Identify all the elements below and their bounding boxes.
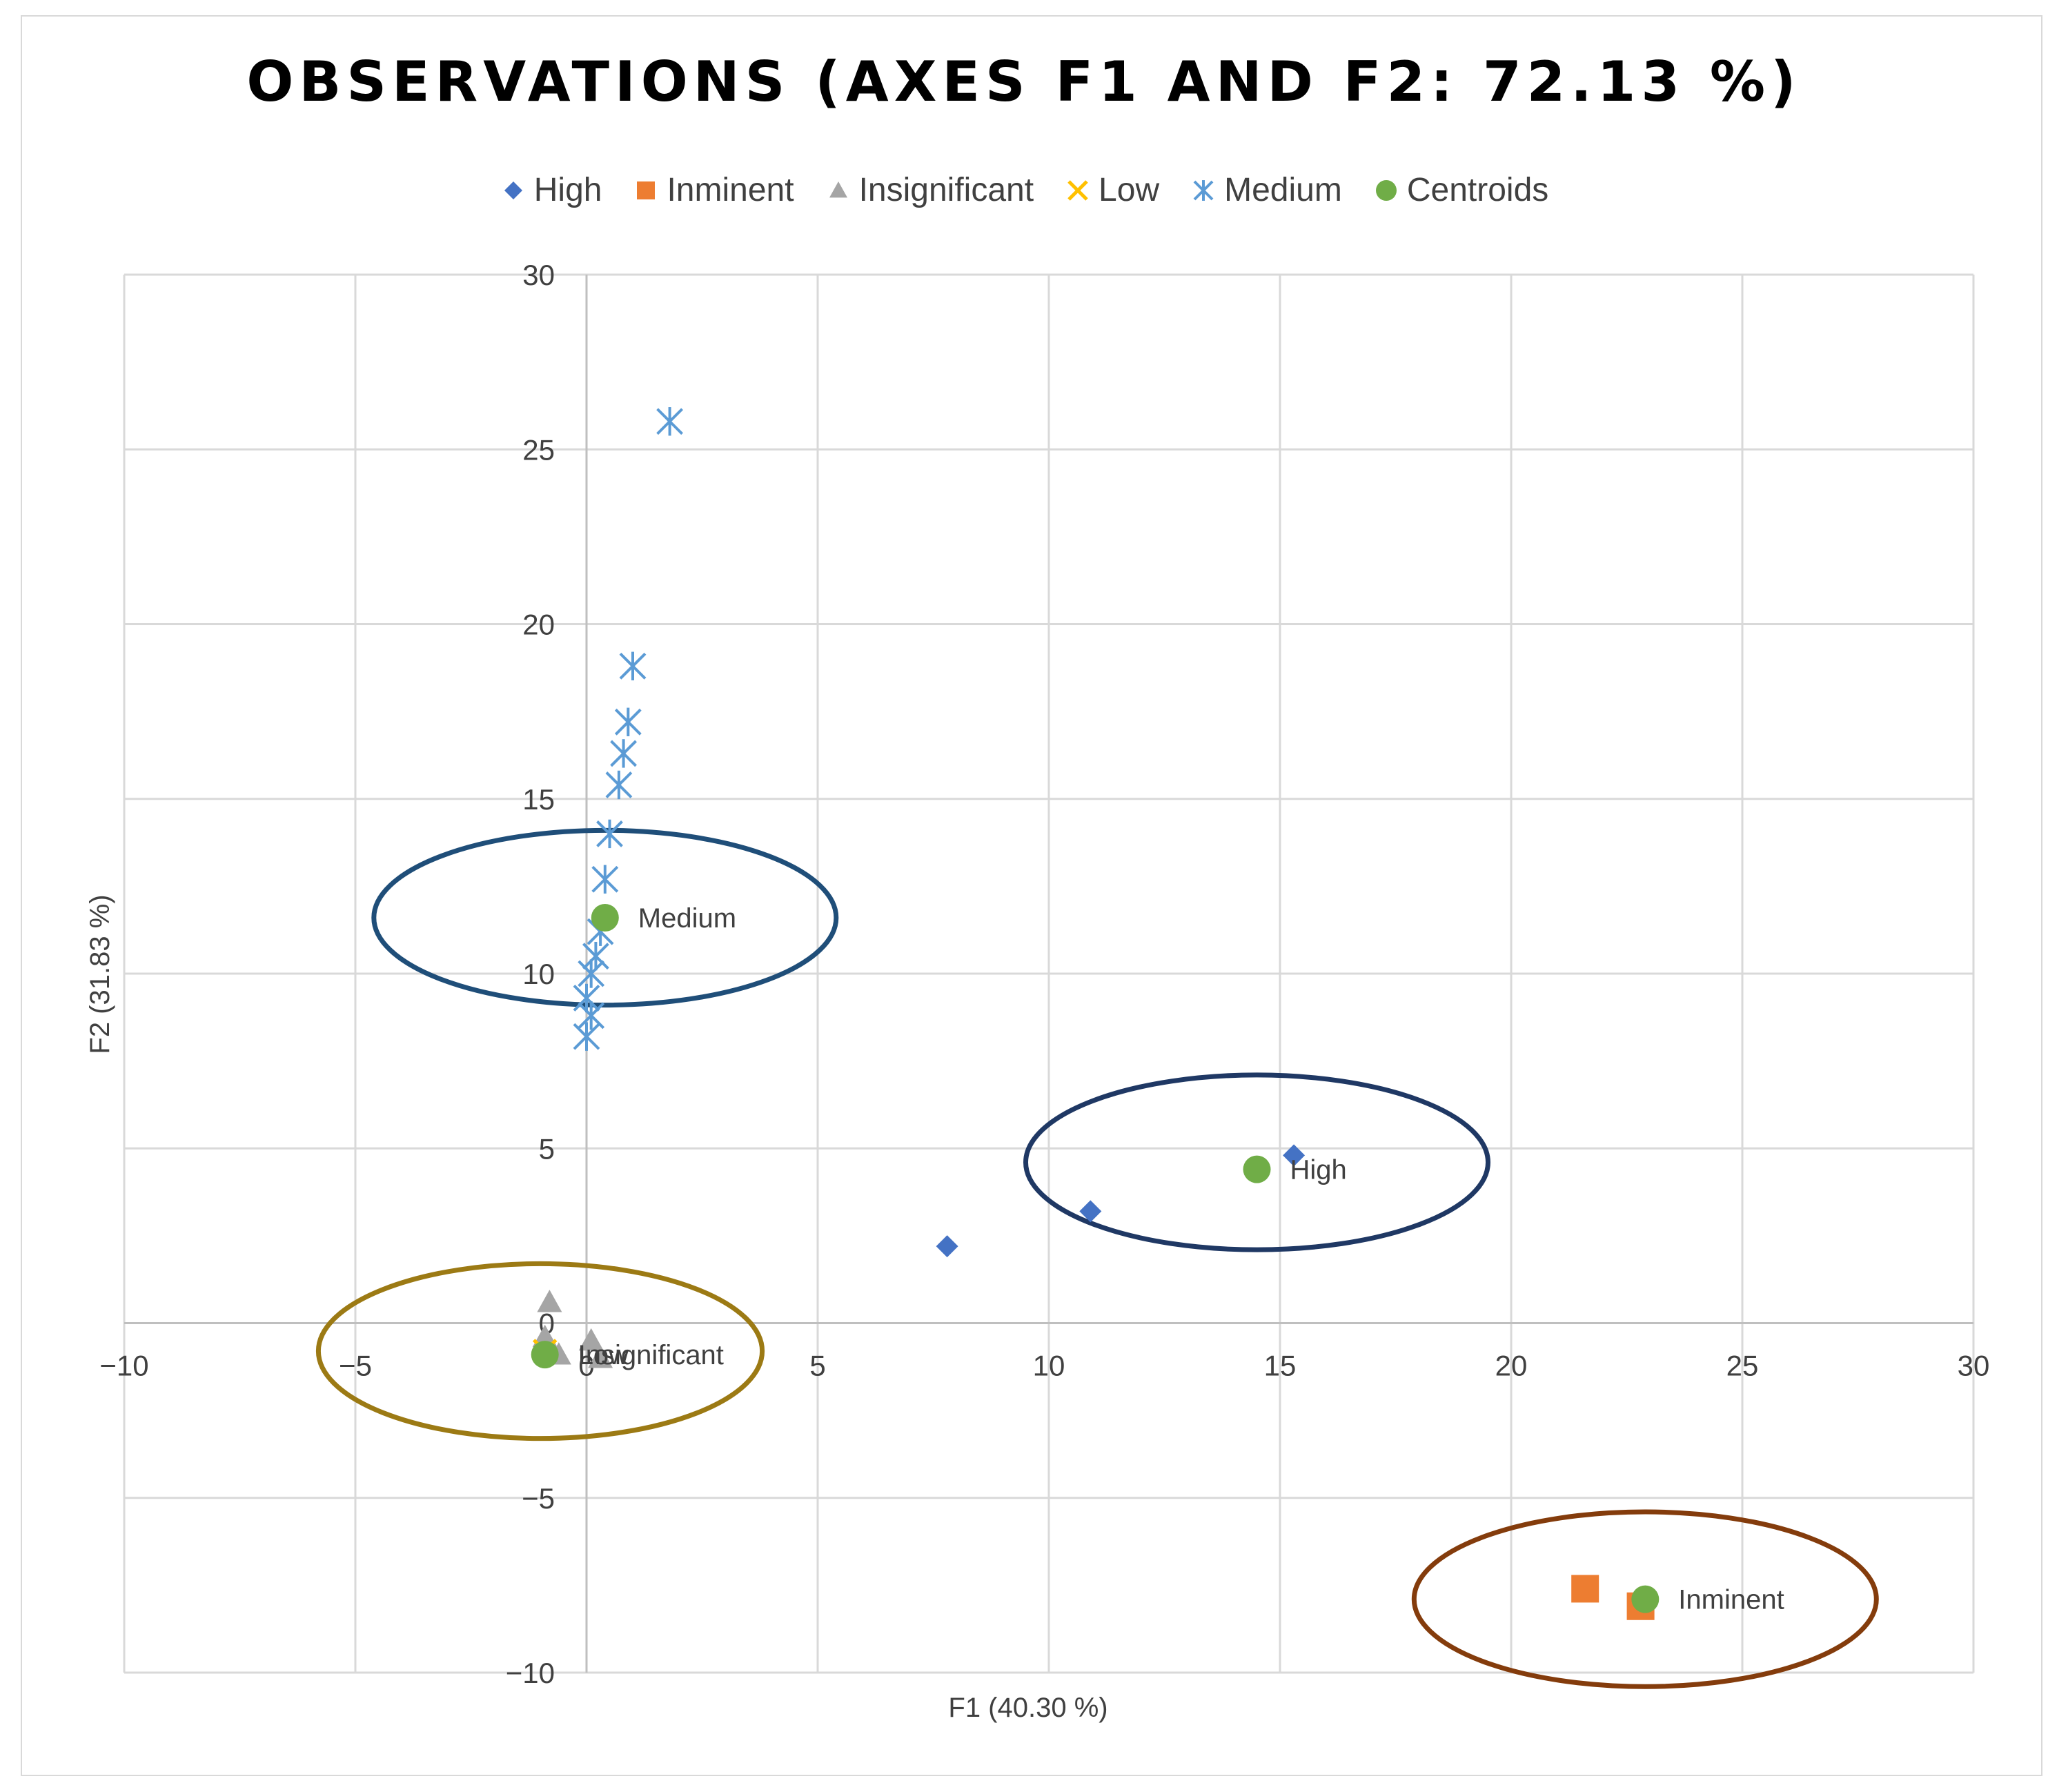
x-tick-label: 5 [809,1350,825,1382]
ellipse-inminent [1411,1509,1879,1689]
centroid-label: Insignificant [578,1340,724,1370]
legend-label: Low [1099,172,1160,208]
x-tick-label: −5 [339,1350,372,1382]
x-tick-label: 0 [578,1350,594,1382]
legend-marker-icon [1193,179,1214,201]
x-axis-title: F1 (40.30 %) [948,1693,1107,1723]
x-tick-label: 30 [1958,1350,1990,1382]
legend-item-medium: Medium [1190,171,1342,209]
centroid-label: Medium [638,903,736,934]
legend-symbol [504,181,522,199]
centroids-point [591,903,619,932]
legend-marker-icon [1375,179,1397,201]
high-point [936,1235,958,1258]
medium-point [591,865,619,894]
legend-symbol [637,181,656,199]
legend-label: Medium [1224,172,1342,208]
chart-title: OBSERVATIONS (AXES F1 AND F2: 72.13 %) [246,50,1802,114]
centroids-point [1243,1155,1271,1183]
series-centroids [531,903,1660,1613]
y-axis-title: F2 (31.83 %) [85,894,115,1054]
legend-item-low: Low [1064,171,1159,209]
legend-marker-icon [829,181,847,197]
legend-symbol [829,181,847,197]
legend-item-high: High [500,171,602,209]
y-tick-label: 20 [522,609,555,641]
insignificant-point [588,1346,613,1368]
x-tick-label: 20 [1495,1350,1528,1382]
legend-marker-icon [637,181,656,199]
y-tick-label: 5 [539,1132,555,1165]
insignificant-point [578,1328,604,1351]
inminent-point [1571,1575,1599,1603]
medium-point [610,739,638,768]
y-tick-label: −10 [506,1657,555,1689]
legend-label: Insignificant [858,172,1034,208]
x-tick-label: 25 [1726,1350,1759,1382]
medium-point [596,819,623,849]
legend-symbol [1067,179,1088,201]
legend-symbol [1193,179,1214,201]
legend-label: High [533,172,602,208]
centroids-point [531,1341,559,1369]
legend-item-centroids: Centroids [1372,171,1548,209]
medium-point [619,651,647,680]
legend-item-inminent: Inminent [632,171,794,209]
legend: High Inminent Insignificant Low Medium Centro… [0,171,2048,209]
medium-point [656,407,684,436]
legend-item-insignificant: Insignificant [825,171,1034,209]
medium-point [573,983,600,1013]
y-tick-label: 25 [522,433,555,466]
medium-point [573,1022,600,1051]
high-point [1283,1144,1306,1167]
medium-point [614,707,642,737]
y-tick-label: −5 [522,1482,555,1515]
x-tick-label: 10 [1033,1350,1065,1382]
centroid-label: High [1290,1155,1347,1185]
legend-marker-icon [504,181,522,199]
medium-point [582,941,609,971]
legend-label: Centroids [1406,172,1549,208]
x-tick-label: −10 [99,1350,148,1382]
centroid-label: Inminent [1678,1585,1784,1615]
chart-frame [21,15,2042,1776]
series-medium [573,407,684,1051]
y-tick-label: 30 [522,259,555,291]
ellipse-high [1023,1072,1490,1252]
x-tick-label: 15 [1264,1350,1297,1382]
medium-point [578,959,605,988]
medium-point [578,1001,605,1030]
legend-label: Inminent [667,172,794,208]
y-tick-label: 15 [522,783,555,816]
legend-marker-icon [1067,179,1088,201]
centroid-label: Low [578,1340,629,1370]
legend-symbol [1375,179,1397,201]
insignificant-point [532,1324,558,1348]
y-tick-label: 10 [522,958,555,990]
medium-point [605,770,633,800]
insignificant-point [537,1290,562,1312]
centroids-point [1631,1585,1660,1613]
ellipse-insignificant-low [315,1261,765,1441]
high-point [1079,1200,1102,1223]
series-high [936,1144,1306,1258]
